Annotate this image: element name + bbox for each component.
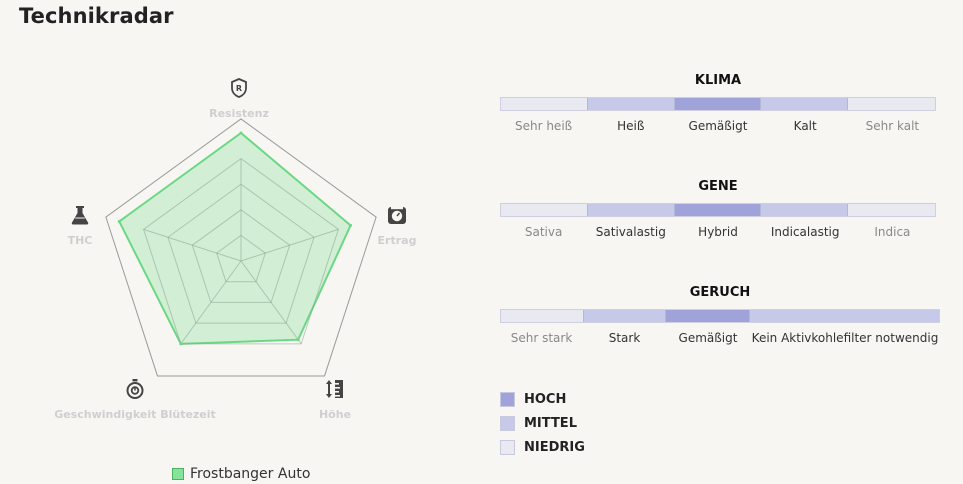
scale-segment (583, 310, 667, 322)
scale-segment (674, 204, 762, 216)
radar-spoke (143, 228, 242, 262)
scale-title: KLIMA (694, 73, 742, 88)
radar-grid-ring (191, 209, 291, 303)
radar-spoke (180, 260, 242, 345)
page-title: Technikradar (19, 4, 174, 28)
scale-segment (848, 98, 935, 110)
scale-segment-label: Hybrid (698, 225, 738, 239)
scale-segment-label: Sativalastig (595, 225, 666, 239)
scale-segment-label: Heiß (617, 119, 645, 133)
scale-segment (587, 204, 675, 216)
legend-item-mid: MITTEL (500, 416, 577, 431)
legend-swatch (500, 392, 515, 407)
radar-legend: Frostbanger Auto (172, 466, 310, 482)
radar-grid-ring (216, 234, 266, 283)
scale-segment (501, 98, 588, 110)
radar-axis-label: Ertrag (377, 234, 417, 247)
legend-item-high: HOCH (500, 392, 566, 407)
scale-bar (500, 203, 936, 217)
legend-label: NIEDRIG (524, 440, 585, 455)
scale-segment (749, 310, 939, 322)
radar-axis-label: THC (67, 234, 93, 247)
radar-outer-frame (105, 118, 377, 377)
scale-segment-label: Kein Aktivkohlefilter notwendig (751, 331, 939, 345)
scale-segment-label: Sehr heiß (514, 119, 573, 133)
scale-segment (761, 204, 849, 216)
radar-axis-label: Höhe (318, 408, 352, 421)
radar-spoke (240, 260, 302, 345)
radar-data-point (296, 338, 300, 342)
scale-title: GERUCH (689, 285, 751, 300)
scale-bar (500, 97, 936, 111)
scale-segment (761, 98, 849, 110)
legend-swatch (500, 440, 515, 455)
legend-item-low: NIEDRIG (500, 440, 585, 455)
radar-axis-label: Geschwindigkeit Blütezeit (54, 408, 216, 421)
radar-grid-ring (143, 157, 339, 345)
radar-series-area (117, 131, 352, 345)
legend-label: HOCH (524, 392, 567, 407)
flask-icon (69, 204, 91, 226)
radar-data-point (349, 223, 353, 227)
scale-segment (848, 204, 935, 216)
legend-series-name: Frostbanger Auto (190, 466, 311, 482)
scale-bar (500, 309, 940, 323)
scale-segment-label: Stark (608, 331, 641, 345)
radar-data-point (117, 219, 121, 223)
stopwatch-icon (124, 378, 146, 400)
radar-axis-label: Resistenz (209, 107, 269, 120)
radar-data-point (179, 342, 183, 346)
legend-swatch (172, 468, 184, 480)
legend-swatch (500, 416, 515, 431)
scale-segment (587, 98, 675, 110)
scale-icon (386, 204, 408, 226)
radar-data-point (239, 131, 243, 135)
scale-segment-label: Gemäßigt (688, 119, 748, 133)
height-ruler-icon (324, 378, 346, 400)
scale-segment (501, 204, 588, 216)
scale-segment-label: Kalt (793, 119, 817, 133)
radar-grid-ring (167, 183, 315, 324)
legend-label: MITTEL (524, 416, 577, 431)
scale-segment-label: Indicalastig (770, 225, 840, 239)
scale-segment-label: Gemäßigt (678, 331, 738, 345)
scale-segment (674, 98, 762, 110)
shield-r-icon: R (228, 77, 250, 99)
scale-segment (666, 310, 750, 322)
scale-segment (501, 310, 584, 322)
scale-segment-label: Sehr stark (510, 331, 573, 345)
scale-segment-label: Indica (874, 225, 911, 239)
scale-title: GENE (698, 179, 738, 194)
scale-segment-label: Sehr kalt (865, 119, 920, 133)
radar-spoke (240, 228, 339, 262)
svg-text:R: R (236, 84, 242, 93)
radar-chart (105, 118, 377, 377)
scale-segment-label: Sativa (524, 225, 563, 239)
